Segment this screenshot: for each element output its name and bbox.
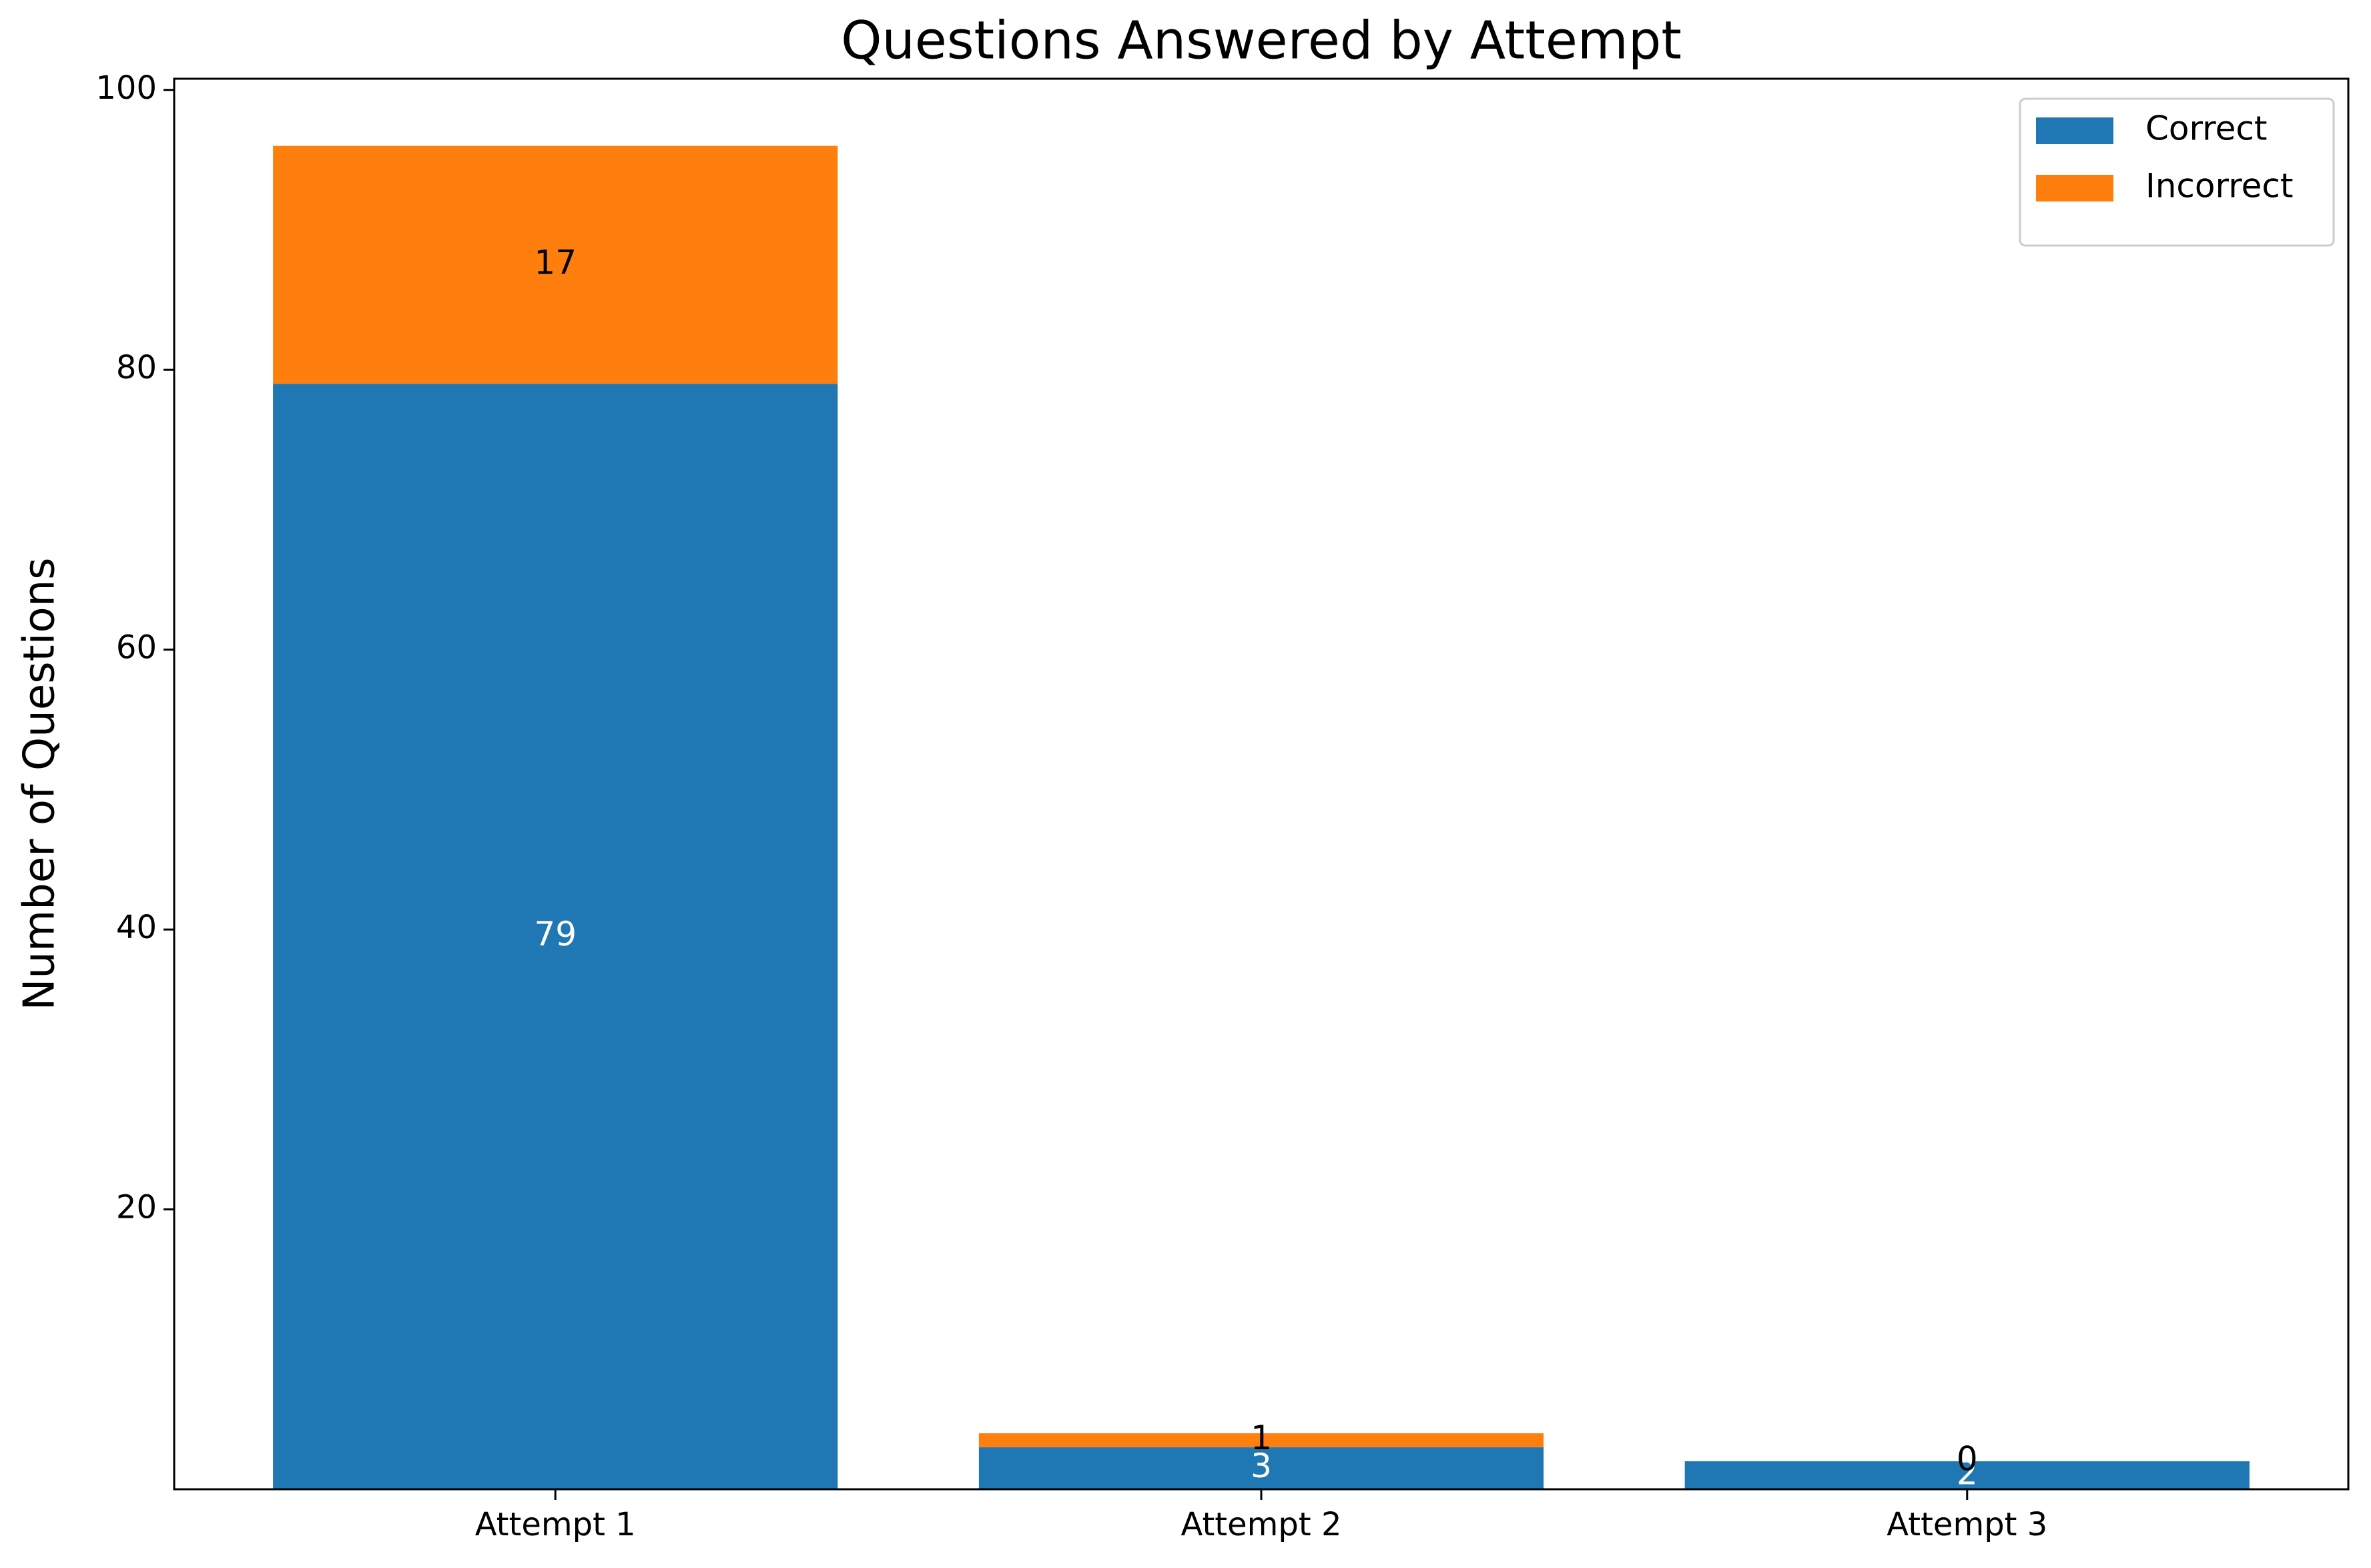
legend: Correct Incorrect [2019, 97, 2335, 247]
legend-swatch [2036, 175, 2113, 202]
bar-segment [273, 145, 838, 384]
legend-label: Correct [2145, 109, 2268, 148]
y-axis-label: Number of Questions [15, 557, 65, 1010]
value-label: 0 [1957, 1440, 1978, 1479]
bar-segment [978, 1447, 1544, 1489]
y-tick-label: 100 [95, 69, 157, 107]
value-label: 3 [1251, 1447, 1272, 1485]
y-tick-label: 40 [116, 909, 157, 946]
bar-segment [1684, 1461, 2250, 1489]
value-label: 79 [534, 915, 577, 953]
chart-title: Questions Answered by Attempt [841, 11, 1682, 71]
legend-swatch [2036, 117, 2113, 144]
y-tick-label: 60 [116, 629, 157, 667]
bar-segment [273, 384, 838, 1489]
x-tick-label: Attempt 2 [1180, 1506, 1341, 1543]
x-tick-label: Attempt 1 [475, 1506, 636, 1543]
value-label: 1 [1251, 1419, 1272, 1457]
y-tick-label: 20 [116, 1189, 157, 1226]
value-label: 2 [1957, 1454, 1978, 1493]
x-tick-label: Attempt 3 [1887, 1506, 2047, 1543]
value-label: 17 [534, 243, 577, 282]
y-tick-label: 80 [116, 349, 157, 386]
legend-label: Incorrect [2145, 167, 2294, 206]
bar-segment [978, 1433, 1544, 1448]
